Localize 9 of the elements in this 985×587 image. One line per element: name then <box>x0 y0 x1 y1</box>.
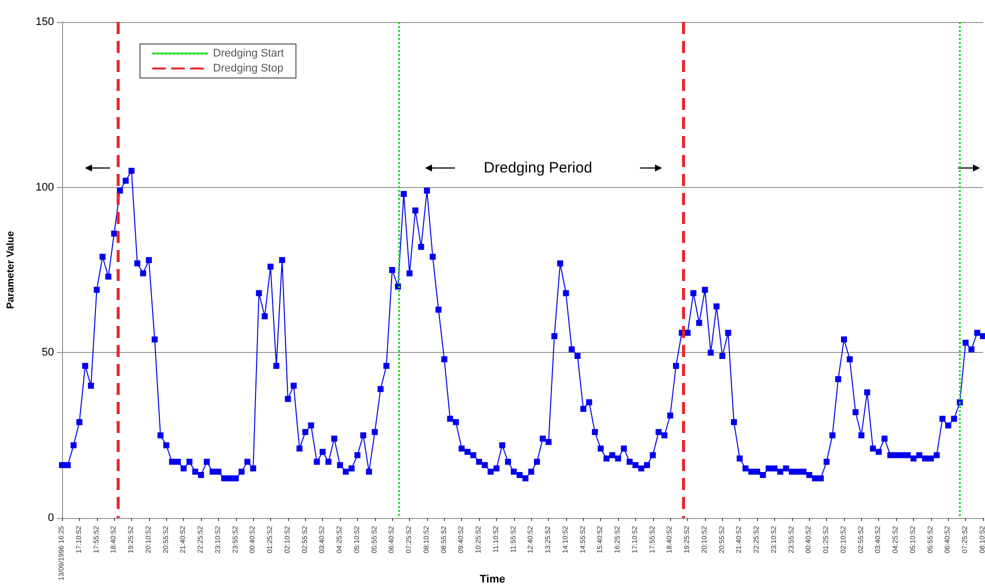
legend-label: Dredging Stop <box>213 62 284 74</box>
y-tick-label: 150 <box>36 16 54 28</box>
y-axis-title: Parameter Value <box>6 230 16 309</box>
y-tick-label: 50 <box>42 346 54 359</box>
x-axis-title: Time <box>480 574 506 586</box>
y-tick-label: 100 <box>36 181 54 194</box>
annotation: Dredging Period <box>484 160 592 176</box>
y-tick-label: 0 <box>48 512 54 524</box>
legend-label: Dredging Start <box>213 48 284 60</box>
